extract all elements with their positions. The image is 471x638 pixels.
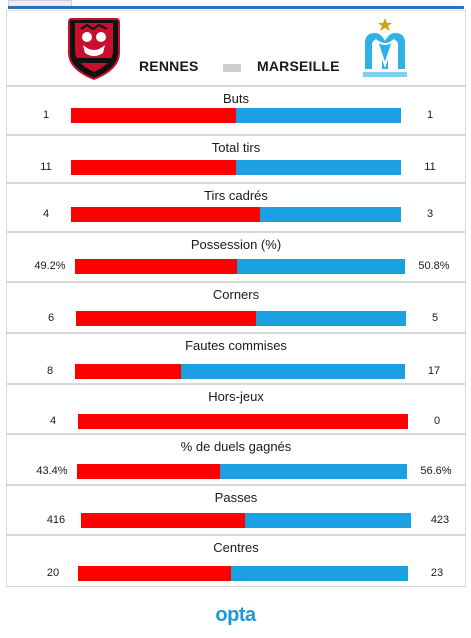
stat-row: Tirs cadrés 4 3 (6, 183, 466, 232)
comparison-bar (75, 259, 405, 274)
stat-label: Tirs cadrés (204, 188, 268, 203)
away-bar-segment (231, 566, 408, 581)
home-bar-segment (76, 311, 256, 326)
stat-label: Corners (212, 287, 260, 302)
away-bar-segment (180, 364, 405, 379)
comparison-bar (76, 311, 406, 326)
home-bar-segment (78, 414, 408, 429)
home-bar-segment (75, 259, 238, 274)
stat-label: Passes (214, 490, 258, 505)
away-value: 11 (424, 161, 436, 173)
match-header: RENNES MARSEILLE (6, 10, 466, 86)
stat-label: % de duels gagnés (180, 439, 292, 454)
away-value: 23 (430, 567, 444, 579)
home-value: 4 (49, 415, 57, 427)
away-value: 5 (431, 312, 439, 324)
away-value: 3 (426, 208, 434, 220)
away-value: 50.8% (418, 260, 450, 272)
home-value: 43.4% (36, 465, 68, 477)
comparison-bar (78, 566, 408, 581)
home-value: 11 (40, 161, 52, 173)
away-bar-segment (259, 207, 401, 222)
home-bar-segment (71, 160, 236, 175)
away-bar-segment (236, 108, 401, 123)
stat-row: Centres 20 23 (6, 535, 466, 587)
away-bar-segment (220, 464, 407, 479)
comparison-bar (71, 207, 401, 222)
stat-label: Fautes commises (185, 338, 287, 353)
top-accent-bar (8, 6, 464, 9)
top-tab (8, 0, 72, 6)
marseille-crest-icon (363, 18, 407, 77)
away-value: 0 (433, 415, 441, 427)
away-value: 17 (427, 365, 441, 377)
stat-row: Total tirs 11 11 (6, 135, 466, 183)
rennes-crest-icon (68, 18, 120, 81)
away-bar-segment (237, 259, 405, 274)
home-value: 416 (46, 514, 66, 526)
away-value: 423 (430, 514, 450, 526)
stat-label: Total tirs (211, 140, 261, 155)
comparison-bar (77, 464, 407, 479)
home-bar-segment (71, 207, 260, 222)
home-bar-segment (71, 108, 236, 123)
home-bar-segment (78, 566, 232, 581)
away-team-name: MARSEILLE (257, 58, 340, 74)
away-bar-segment (236, 160, 401, 175)
away-value: 56.6% (420, 465, 452, 477)
stat-row: Hors-jeux 4 0 (6, 384, 466, 434)
home-value: 6 (47, 312, 55, 324)
home-value: 49.2% (34, 260, 66, 272)
comparison-bar (71, 160, 401, 175)
home-value: 8 (46, 365, 54, 377)
stat-row: Fautes commises 8 17 (6, 333, 466, 384)
away-value: 1 (426, 109, 434, 121)
stat-label: Hors-jeux (208, 389, 264, 404)
stat-row: Buts 1 1 (6, 86, 466, 135)
away-bar-segment (244, 513, 411, 528)
score-separator (223, 64, 241, 72)
home-bar-segment (75, 364, 181, 379)
comparison-bar (71, 108, 401, 123)
home-value: 20 (46, 567, 60, 579)
stat-row: % de duels gagnés 43.4% 56.6% (6, 434, 466, 485)
comparison-bar (75, 364, 405, 379)
opta-logo: opta (215, 604, 256, 626)
stat-label: Possession (%) (190, 237, 282, 252)
away-bar-segment (256, 311, 406, 326)
stat-row: Possession (%) 49.2% 50.8% (6, 232, 466, 282)
home-team-name: RENNES (139, 58, 199, 74)
comparison-bar (81, 513, 411, 528)
stat-row: Passes 416 423 (6, 485, 466, 535)
home-bar-segment (77, 464, 221, 479)
stat-label: Buts (222, 91, 249, 106)
home-bar-segment (81, 513, 245, 528)
home-value: 4 (42, 208, 50, 220)
comparison-bar (78, 414, 408, 429)
stat-row: Corners 6 5 (6, 282, 466, 333)
home-value: 1 (42, 109, 50, 121)
stat-label: Centres (213, 540, 259, 555)
